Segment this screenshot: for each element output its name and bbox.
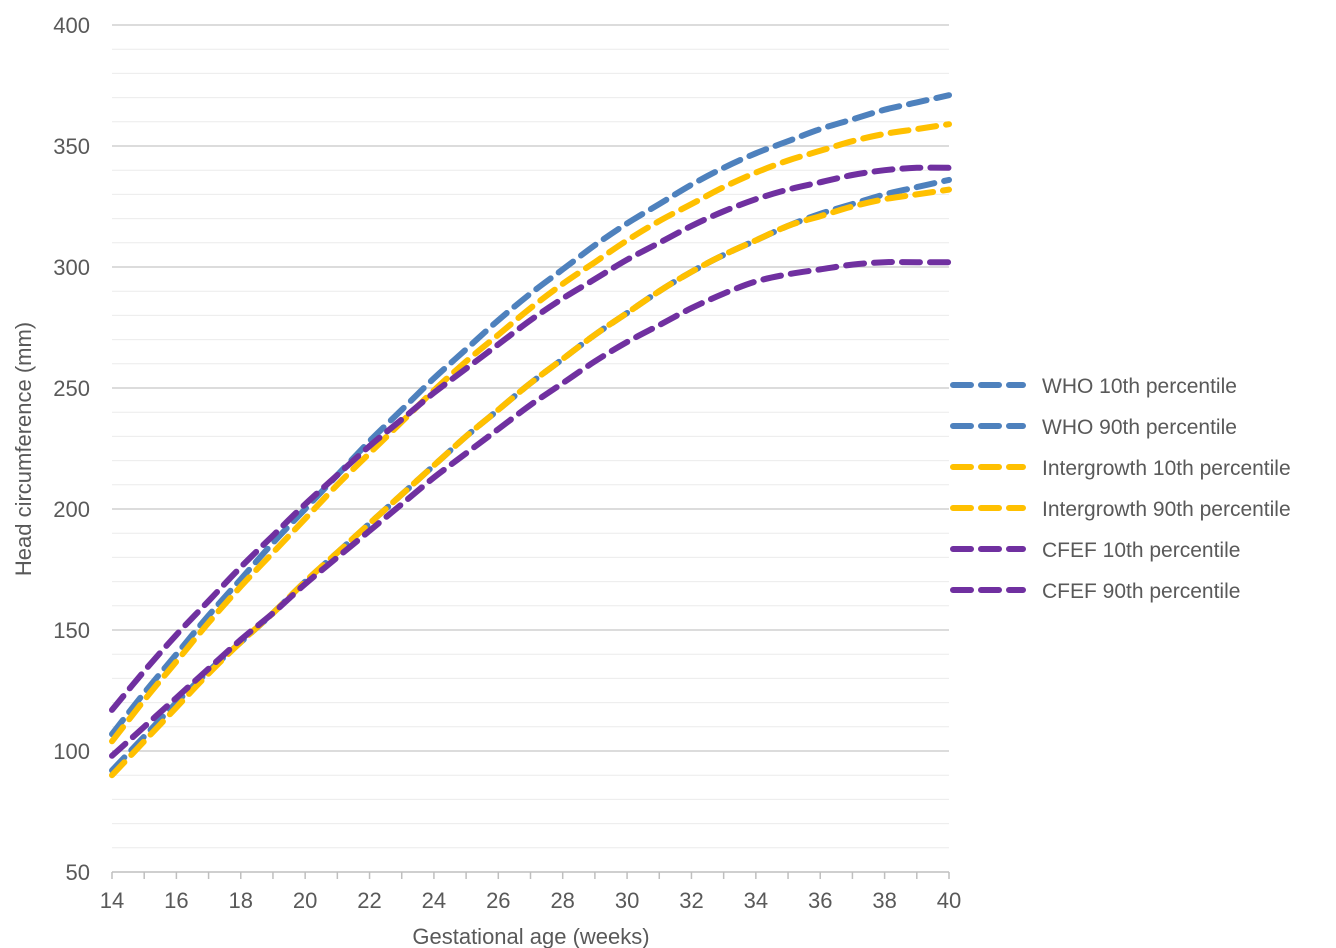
x-axis xyxy=(111,871,950,879)
y-tick-label: 350 xyxy=(53,134,90,159)
y-axis-tick-labels: 50 100 150 200 250 300 350 400 xyxy=(53,13,90,885)
y-tick-label: 50 xyxy=(66,860,90,885)
series-line-intergrowth-10th-percentile xyxy=(109,186,952,779)
y-tick-label: 100 xyxy=(53,739,90,764)
y-tick-label: 150 xyxy=(53,618,90,643)
y-tick-label: 400 xyxy=(53,13,90,38)
x-tick-label: 38 xyxy=(872,888,896,913)
series-lines xyxy=(109,92,952,779)
legend-label-cfef-90th-percentile: CFEF 90th percentile xyxy=(1042,580,1240,603)
x-tick-label: 30 xyxy=(615,888,639,913)
series-line-who-90th-percentile xyxy=(109,92,952,738)
series-line-cfef-90th-percentile xyxy=(109,164,952,713)
x-tick-label: 40 xyxy=(937,888,961,913)
series-line-cfef-10th-percentile xyxy=(109,259,952,759)
x-tick-label: 22 xyxy=(357,888,381,913)
legend: WHO 10th percentile WHO 90th percentile In… xyxy=(950,375,1291,603)
x-tick-label: 18 xyxy=(229,888,253,913)
x-tick-label: 14 xyxy=(100,888,124,913)
x-tick-label: 36 xyxy=(808,888,832,913)
y-tick-label: 300 xyxy=(53,255,90,280)
series-line-intergrowth-90th-percentile xyxy=(109,121,952,745)
x-tick-label: 32 xyxy=(679,888,703,913)
legend-label-intergrowth-90th-percentile: Intergrowth 90th percentile xyxy=(1042,498,1291,521)
gridlines xyxy=(112,24,949,849)
x-tick-label: 34 xyxy=(744,888,768,913)
x-axis-title: Gestational age (weeks) xyxy=(412,924,649,948)
x-tick-label: 20 xyxy=(293,888,317,913)
x-axis-tick-labels: 14 16 18 20 22 24 26 28 30 32 34 36 38 40 xyxy=(100,888,961,913)
x-tick-label: 26 xyxy=(486,888,510,913)
y-tick-label: 200 xyxy=(53,497,90,522)
legend-label-who-10th-percentile: WHO 10th percentile xyxy=(1042,375,1237,398)
y-axis-title: Head circumference (mm) xyxy=(11,322,36,576)
x-tick-label: 24 xyxy=(422,888,446,913)
legend-label-who-90th-percentile: WHO 90th percentile xyxy=(1042,416,1237,439)
y-tick-label: 250 xyxy=(53,376,90,401)
x-tick-label: 28 xyxy=(550,888,574,913)
x-tick-label: 16 xyxy=(164,888,188,913)
legend-label-intergrowth-10th-percentile: Intergrowth 10th percentile xyxy=(1042,457,1291,480)
legend-label-cfef-10th-percentile: CFEF 10th percentile xyxy=(1042,539,1240,562)
